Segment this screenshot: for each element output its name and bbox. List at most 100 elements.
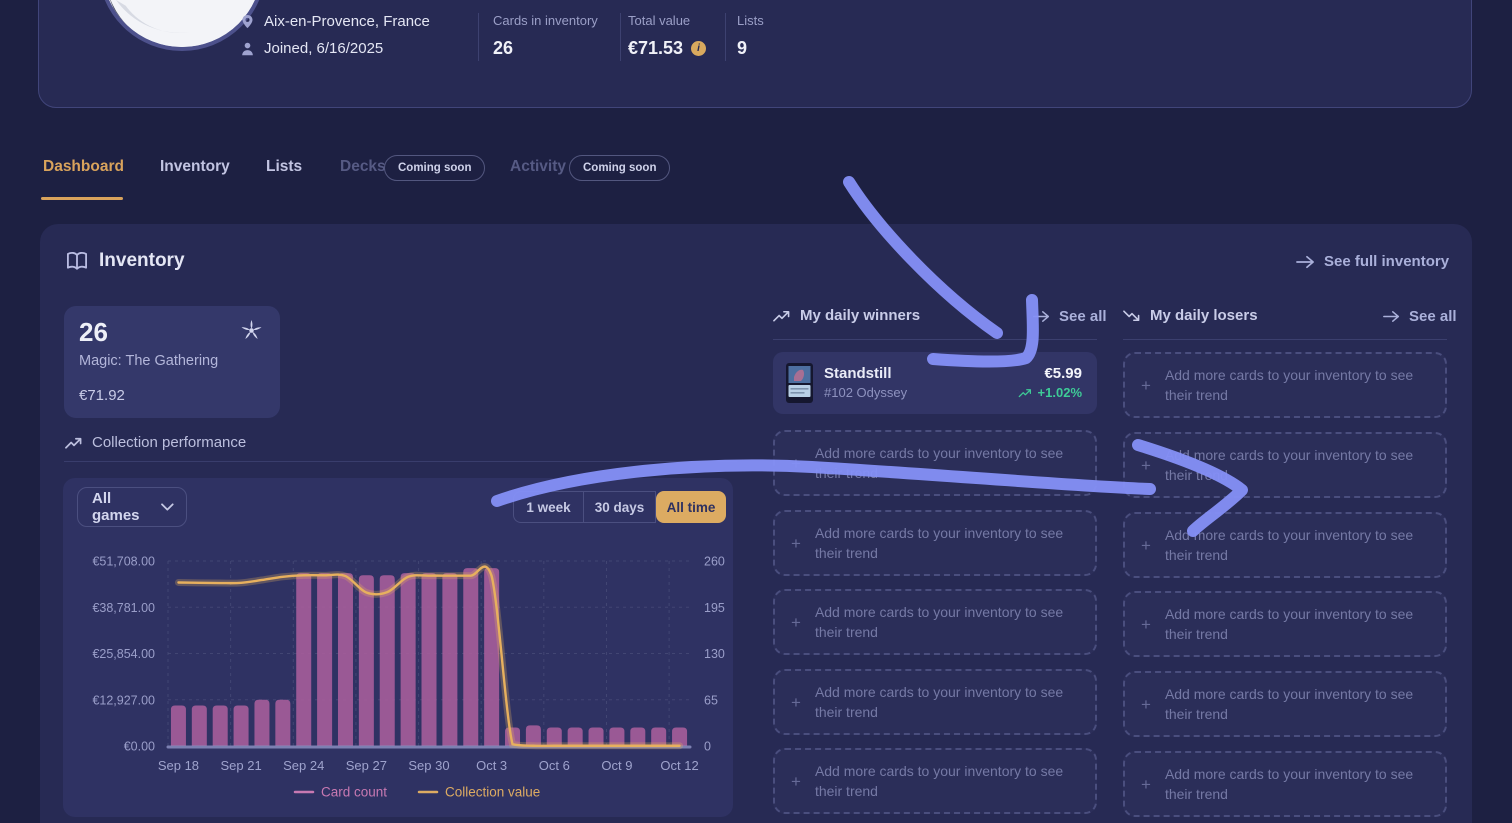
time-range-group: 1 week 30 days All time — [513, 491, 726, 523]
decks-coming-soon-badge: Coming soon — [384, 155, 485, 181]
empty-trend-placeholder: +Add more cards to your inventory to see… — [773, 510, 1097, 576]
stat-value-label: Total value — [628, 13, 690, 28]
bar-card-count — [254, 700, 269, 746]
dashboard-page: Aix-en-Provence, France Joined, 6/16/202… — [0, 0, 1512, 823]
open-book-icon — [66, 251, 88, 271]
info-icon[interactable]: i — [691, 41, 706, 56]
tab-lists[interactable]: Lists — [266, 158, 302, 176]
y-axis-left-tick: €25,854.00 — [92, 647, 155, 661]
chevron-down-icon — [161, 503, 174, 511]
empty-trend-placeholder: +Add more cards to your inventory to see… — [773, 669, 1097, 735]
winners-see-all-link[interactable]: See all — [1033, 308, 1107, 325]
stat-divider — [478, 13, 479, 61]
x-axis-tick: Sep 30 — [408, 758, 449, 773]
profile-location: Aix-en-Provence, France — [264, 13, 430, 30]
arrow-right-icon — [1296, 255, 1315, 269]
range-1-week-button[interactable]: 1 week — [513, 491, 583, 523]
daily-losers-title: My daily losers — [1150, 307, 1258, 324]
inventory-header: Inventory — [66, 250, 185, 272]
empty-trend-placeholder: +Add more cards to your inventory to see… — [1123, 512, 1447, 578]
mtg-planeswalker-icon — [241, 320, 262, 341]
stat-divider — [725, 13, 726, 61]
tab-inventory[interactable]: Inventory — [160, 158, 230, 176]
card-price: €5.99 — [1044, 365, 1082, 382]
divider — [1123, 339, 1447, 340]
divider — [64, 461, 737, 462]
x-axis-tick: Sep 24 — [283, 758, 324, 773]
card-change: +1.02% — [1018, 385, 1082, 400]
y-axis-right-tick: 260 — [704, 555, 725, 569]
tab-dashboard[interactable]: Dashboard — [43, 158, 124, 176]
y-axis-right-tick: 195 — [704, 601, 725, 615]
winner-card-standstill[interactable]: Standstill #102 Odyssey €5.99 +1.02% — [773, 352, 1097, 414]
card-thumbnail — [786, 363, 813, 403]
plus-icon: + — [1141, 616, 1151, 633]
bar-card-count — [296, 573, 311, 746]
plus-icon: + — [1141, 776, 1151, 793]
trend-down-icon — [1123, 309, 1140, 323]
y-axis-left-tick: €38,781.00 — [92, 601, 155, 615]
bar-card-count — [442, 573, 457, 746]
x-axis-tick: Sep 18 — [158, 758, 199, 773]
divider — [773, 339, 1097, 340]
empty-trend-placeholder: +Add more cards to your inventory to see… — [1123, 432, 1447, 498]
card-set: #102 Odyssey — [824, 385, 907, 400]
bar-card-count — [422, 573, 437, 746]
daily-winners-title: My daily winners — [800, 307, 920, 324]
bar-card-count — [213, 705, 228, 746]
range-all-time-button[interactable]: All time — [656, 491, 726, 523]
stat-lists-label: Lists — [737, 13, 764, 28]
bar-card-count — [234, 705, 249, 746]
pokeball-icon — [102, 0, 262, 47]
bar-card-count — [192, 705, 207, 746]
y-axis-right-tick: 130 — [704, 647, 725, 661]
see-full-inventory-link[interactable]: See full inventory — [1296, 253, 1449, 270]
empty-trend-placeholder: +Add more cards to your inventory to see… — [773, 589, 1097, 655]
bar-card-count — [338, 573, 353, 746]
card-name: Standstill — [824, 365, 892, 382]
collection-performance-header: Collection performance — [65, 434, 246, 451]
bar-card-count — [171, 705, 186, 746]
performance-chart: €51,708.00260€38,781.00195€25,854.00130€… — [63, 478, 733, 817]
empty-trend-placeholder: +Add more cards to your inventory to see… — [1123, 352, 1447, 418]
mtg-summary-card[interactable]: 26 Magic: The Gathering €71.92 — [64, 306, 280, 418]
y-axis-left-tick: €0.00 — [124, 740, 155, 754]
trend-up-icon — [773, 309, 790, 323]
mtg-card-count: 26 — [79, 317, 108, 348]
x-axis-tick: Sep 21 — [220, 758, 261, 773]
mtg-game-name: Magic: The Gathering — [79, 353, 218, 369]
x-axis-tick: Oct 6 — [539, 758, 570, 773]
collection-performance-panel: €51,708.00260€38,781.00195€25,854.00130€… — [63, 478, 733, 817]
trend-up-icon — [65, 436, 82, 450]
arrow-right-icon — [1383, 310, 1400, 323]
y-axis-right-tick: 0 — [704, 740, 711, 754]
tab-active-underline — [41, 197, 123, 200]
range-30-days-button[interactable]: 30 days — [583, 491, 656, 523]
plus-icon: + — [791, 614, 801, 631]
bar-card-count — [463, 568, 478, 746]
person-icon — [240, 41, 255, 57]
legend-item[interactable]: Card count — [321, 785, 387, 800]
plus-icon: + — [1141, 377, 1151, 394]
losers-see-all-link[interactable]: See all — [1383, 308, 1457, 325]
games-filter-select[interactable]: All games — [77, 487, 187, 527]
map-pin-icon — [240, 12, 255, 31]
daily-winners-header: My daily winners — [773, 307, 920, 324]
collection-performance-label: Collection performance — [92, 434, 246, 451]
legend-item[interactable]: Collection value — [445, 785, 540, 800]
y-axis-right-tick: 65 — [704, 693, 718, 707]
stat-divider — [620, 13, 621, 61]
bar-card-count — [275, 700, 290, 746]
empty-trend-placeholder: +Add more cards to your inventory to see… — [1123, 671, 1447, 737]
x-axis-tick: Sep 27 — [346, 758, 387, 773]
bar-card-count — [380, 575, 395, 746]
plus-icon: + — [791, 455, 801, 472]
tab-decks: Decks — [340, 158, 386, 176]
x-axis-tick: Oct 9 — [601, 758, 632, 773]
plus-icon: + — [791, 535, 801, 552]
stat-cards-value: 26 — [493, 38, 513, 59]
plus-icon: + — [791, 694, 801, 711]
bar-card-count — [359, 575, 374, 746]
stat-lists-value: 9 — [737, 38, 747, 59]
empty-trend-placeholder: +Add more cards to your inventory to see… — [1123, 751, 1447, 817]
